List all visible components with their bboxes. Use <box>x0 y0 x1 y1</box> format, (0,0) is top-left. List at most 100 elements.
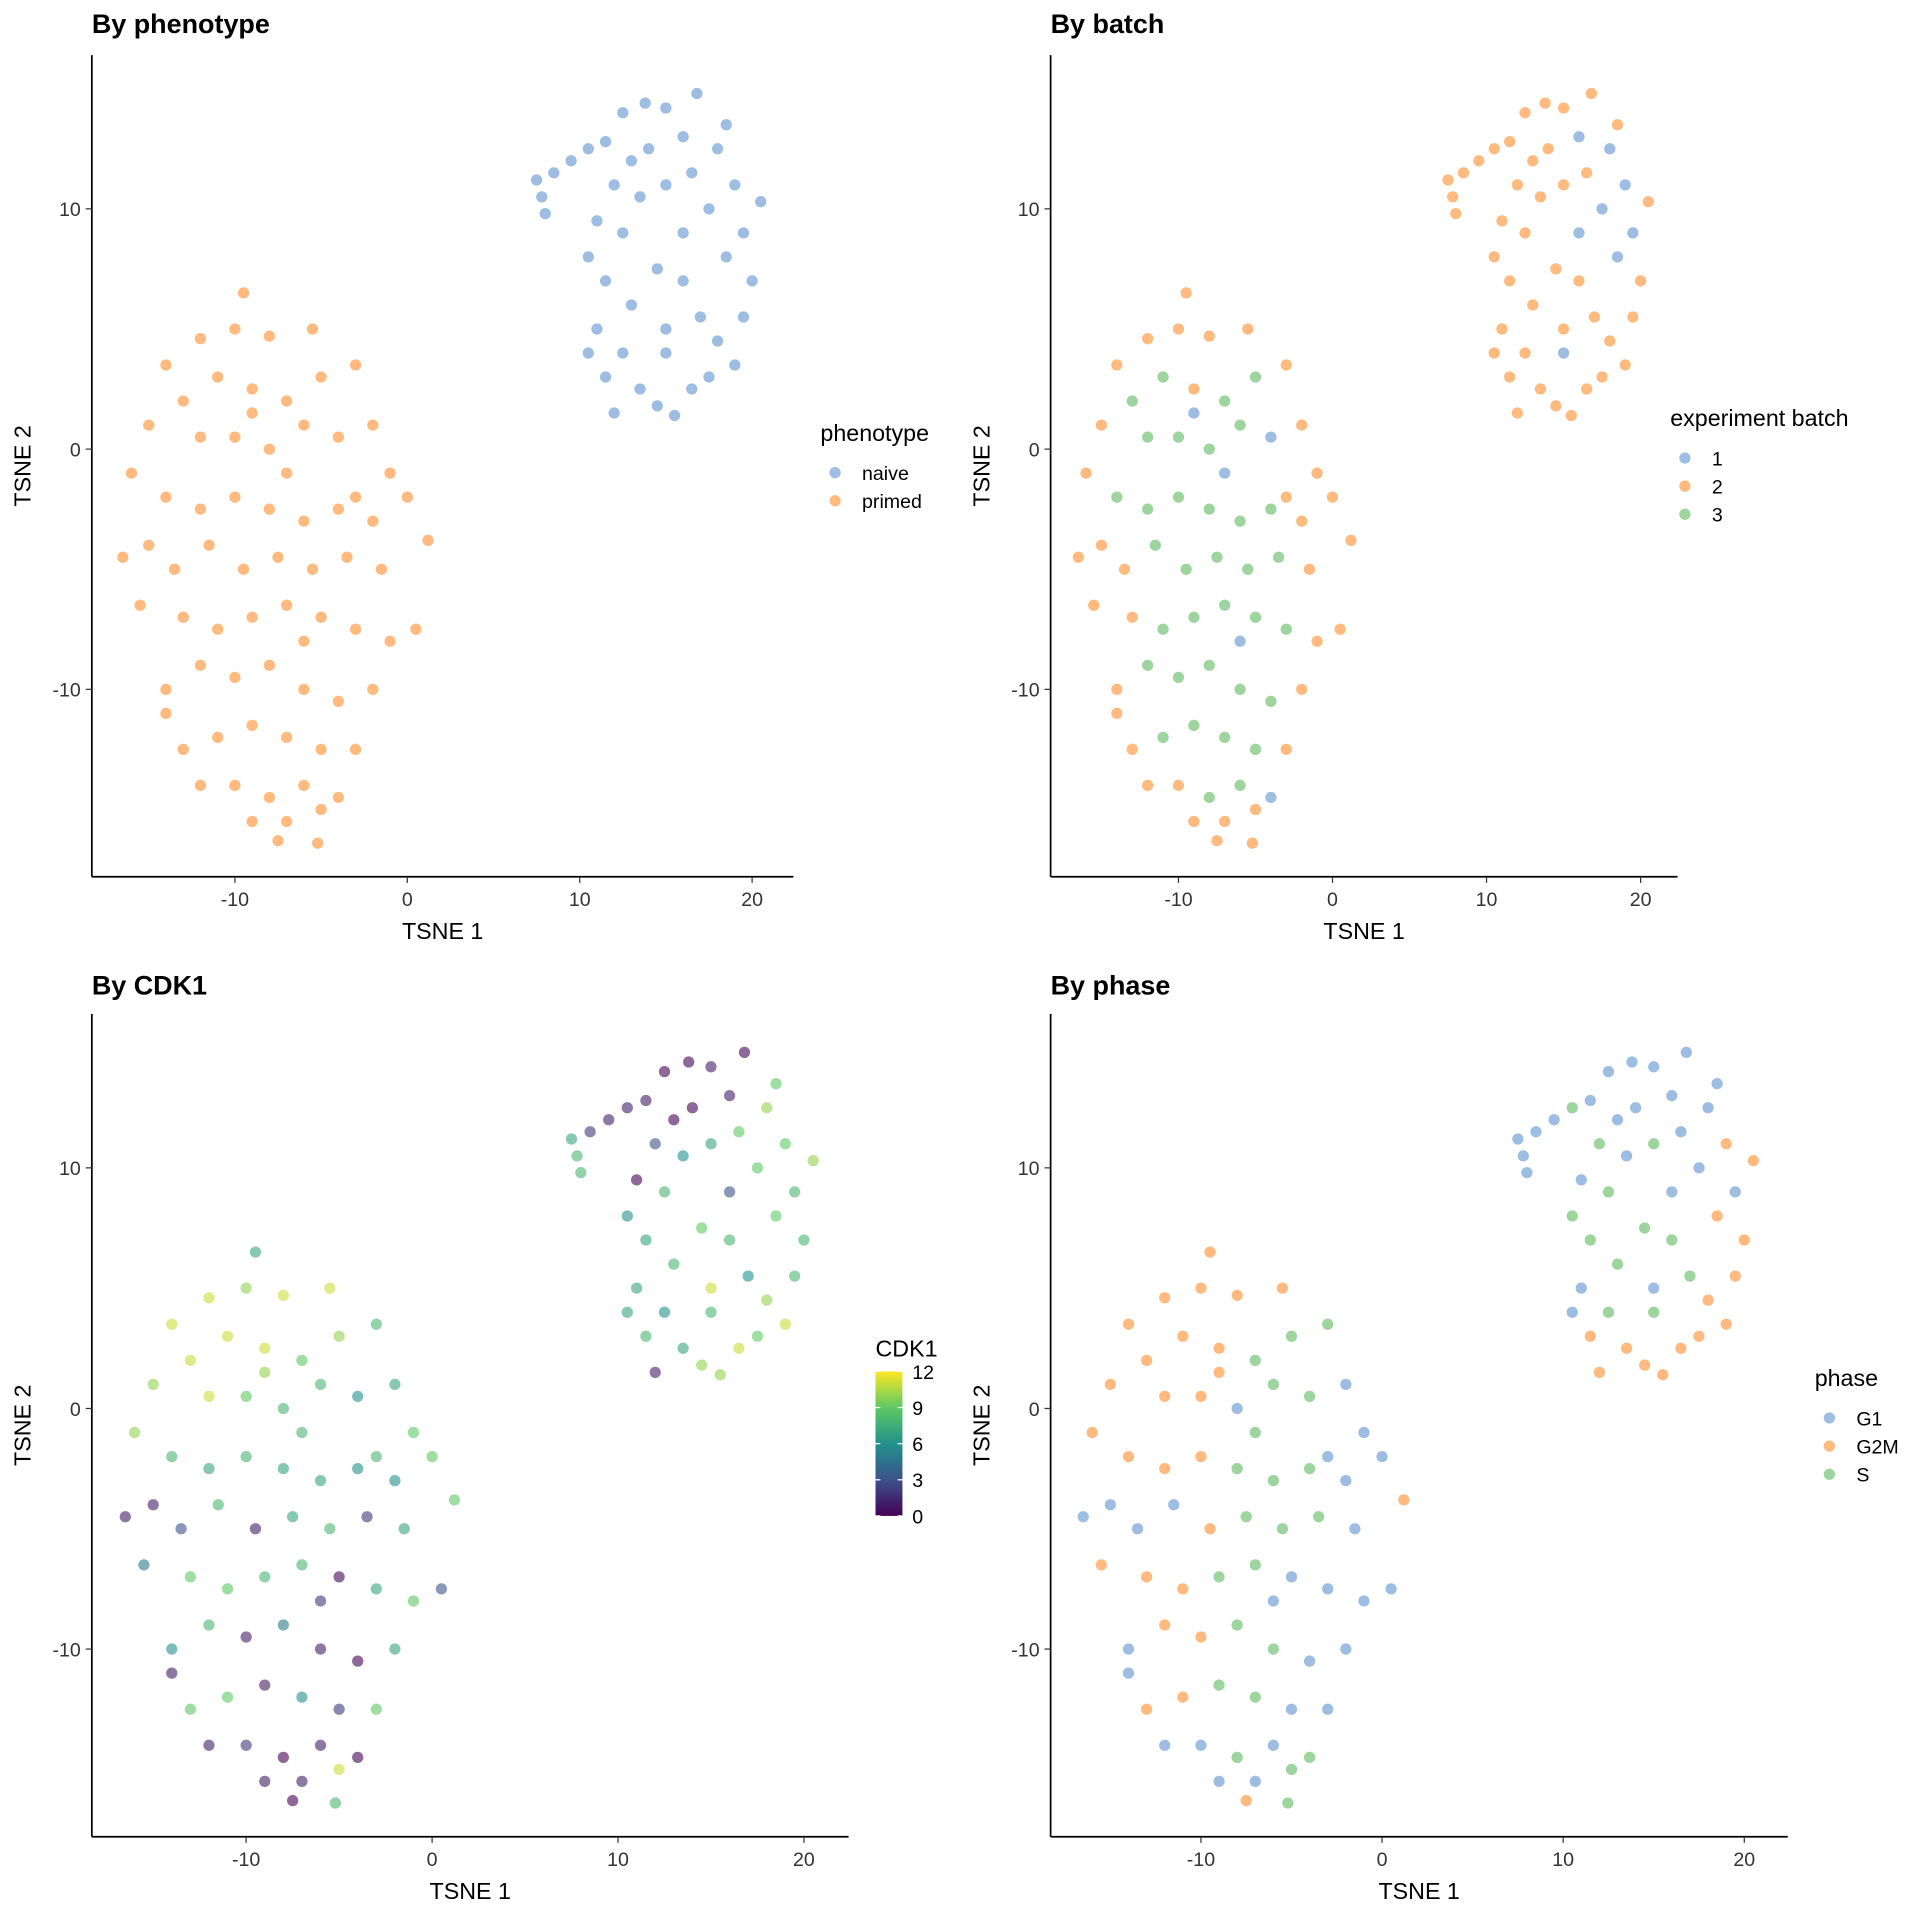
legend-key <box>829 467 841 479</box>
data-point <box>1447 191 1459 203</box>
data-point <box>298 515 310 527</box>
data-point <box>306 563 319 575</box>
data-point <box>138 1559 150 1571</box>
data-point <box>1550 400 1562 412</box>
data-point <box>1322 1583 1334 1595</box>
y-tick-label: 10 <box>1018 199 1040 221</box>
data-point <box>389 1378 401 1391</box>
data-point <box>349 491 362 503</box>
data-point <box>1111 359 1123 371</box>
y-tick-label: 10 <box>59 199 81 221</box>
data-point <box>194 503 207 515</box>
data-point <box>1611 251 1624 263</box>
data-point <box>1593 1366 1606 1379</box>
data-point <box>643 143 655 155</box>
data-point <box>1496 323 1508 335</box>
data-point <box>1231 1751 1243 1763</box>
data-point <box>263 659 276 671</box>
data-point <box>1527 299 1539 311</box>
data-point <box>1142 659 1154 671</box>
data-point <box>1234 635 1246 647</box>
y-axis-title: TSNE 2 <box>10 425 36 506</box>
data-point <box>166 1667 178 1679</box>
data-point <box>1172 323 1185 335</box>
data-point <box>705 1061 717 1073</box>
data-point <box>751 1330 764 1342</box>
legend-label: S <box>1856 1465 1869 1487</box>
data-point <box>1168 1499 1180 1511</box>
data-point <box>1511 407 1523 419</box>
data-point <box>1122 1667 1135 1679</box>
data-point <box>617 107 629 119</box>
data-point <box>1680 1046 1692 1059</box>
data-point <box>314 1475 327 1487</box>
y-axis-title: TSNE 2 <box>968 1385 994 1466</box>
data-point <box>1213 1342 1225 1354</box>
data-point <box>398 1523 410 1535</box>
data-point <box>1566 1306 1578 1318</box>
data-point <box>1334 623 1346 635</box>
data-point <box>1450 208 1462 220</box>
data-point <box>1280 491 1292 503</box>
data-point <box>729 179 741 191</box>
data-point <box>315 743 327 756</box>
data-point <box>1234 515 1246 527</box>
data-point <box>1240 1511 1252 1523</box>
data-point <box>229 431 241 443</box>
y-tick-label: 0 <box>1029 439 1040 461</box>
data-point <box>298 779 310 792</box>
data-point <box>1620 1342 1633 1354</box>
data-point <box>306 323 319 335</box>
data-point <box>1684 1270 1696 1282</box>
data-point <box>349 623 362 635</box>
data-point <box>1711 1078 1723 1090</box>
data-point <box>203 1739 215 1751</box>
data-point <box>1566 1102 1578 1114</box>
data-point <box>1296 683 1308 695</box>
data-point <box>1511 179 1523 191</box>
data-point <box>1080 467 1092 479</box>
data-point <box>1311 635 1323 647</box>
data-point <box>1249 1354 1261 1366</box>
legend-key <box>1823 1412 1836 1424</box>
data-point <box>658 1065 671 1078</box>
data-point <box>649 1366 661 1379</box>
data-point <box>660 179 672 191</box>
data-point <box>1219 599 1231 611</box>
data-point <box>352 1390 364 1403</box>
data-point <box>246 719 258 732</box>
data-point <box>1249 611 1262 623</box>
data-point <box>1267 1643 1280 1655</box>
data-point <box>314 1595 327 1607</box>
data-point <box>1246 837 1259 849</box>
data-point <box>1240 1795 1252 1807</box>
data-point <box>677 1150 689 1162</box>
data-point <box>263 503 276 515</box>
data-point <box>737 311 750 323</box>
data-point <box>686 383 698 395</box>
data-point <box>1488 251 1500 263</box>
data-point <box>281 815 293 828</box>
data-point <box>272 551 284 563</box>
data-point <box>1593 1138 1606 1150</box>
x-tick-label: -10 <box>232 1849 260 1871</box>
data-point <box>729 359 741 371</box>
data-point <box>603 1114 615 1126</box>
data-point <box>263 791 276 804</box>
data-point <box>1234 683 1246 695</box>
data-point <box>1280 623 1292 635</box>
data-point <box>1702 1294 1714 1306</box>
data-point <box>1126 611 1138 623</box>
data-point <box>723 1186 736 1198</box>
data-point <box>651 400 663 412</box>
data-point <box>651 263 663 275</box>
data-point <box>1385 1583 1397 1595</box>
data-point <box>1159 1619 1171 1631</box>
data-point <box>1611 119 1624 131</box>
legend-label: naive <box>862 463 909 485</box>
data-point <box>203 1292 215 1304</box>
panel-title: By CDK1 <box>92 970 207 1000</box>
data-point <box>737 227 750 239</box>
data-point <box>1095 1559 1107 1571</box>
data-point <box>625 299 638 311</box>
